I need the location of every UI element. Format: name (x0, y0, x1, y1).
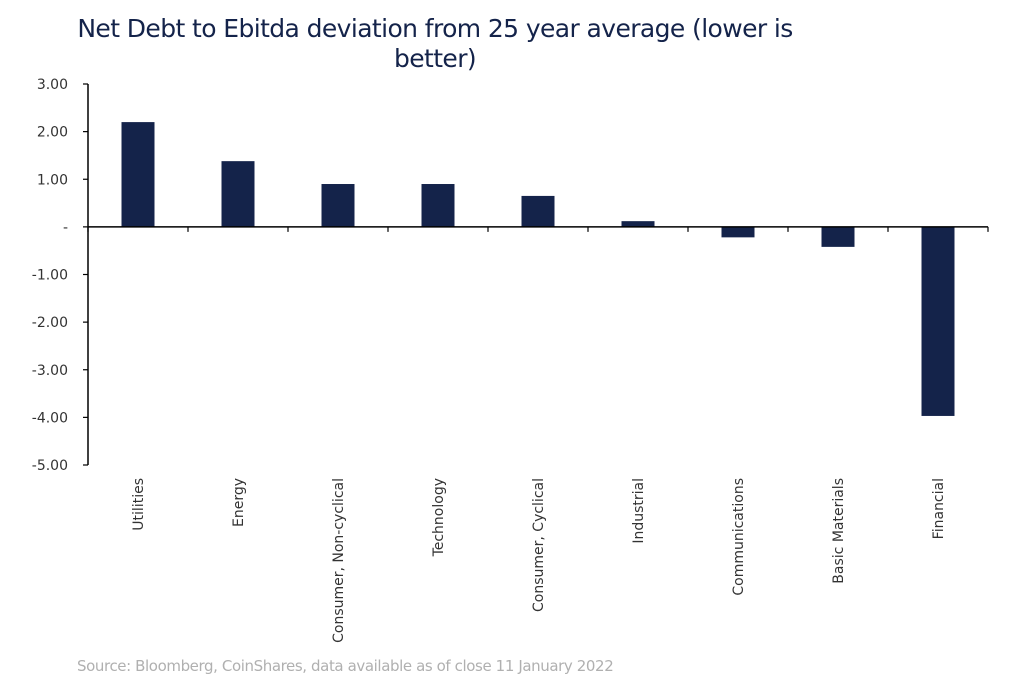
bars (121, 122, 955, 416)
bar (121, 122, 155, 227)
x-tick-label: Energy (231, 478, 247, 527)
y-tick-label: - (63, 220, 68, 236)
y-tick-label: 1.00 (37, 172, 68, 188)
bar (621, 221, 655, 227)
chart-title: Net Debt to Ebitda deviation from 25 yea… (77, 14, 793, 73)
bar (721, 226, 755, 238)
bar (821, 226, 855, 247)
bar (221, 161, 255, 227)
y-tick-label: -3.00 (32, 363, 68, 379)
bar (521, 195, 555, 227)
x-axis (87, 226, 989, 232)
source-note: Source: Bloomberg, CoinShares, data avai… (77, 657, 614, 675)
category-labels: Utilities Energy Consumer, Non-cyclical Tec… (131, 478, 947, 643)
x-tick-label: Financial (931, 478, 947, 539)
x-tick-label: Utilities (131, 478, 147, 531)
bar (321, 184, 355, 227)
bar (421, 184, 455, 227)
y-tick-label: -4.00 (32, 410, 68, 426)
x-tick-label: Technology (431, 478, 447, 557)
y-tick-label: 3.00 (37, 77, 68, 93)
y-tick-label: 2.00 (37, 125, 68, 141)
x-tick-label: Industrial (631, 478, 647, 544)
x-tick-label: Communications (731, 478, 747, 596)
x-tick-label: Consumer, Cyclical (531, 478, 547, 612)
x-tick-label: Basic Materials (831, 478, 847, 584)
y-tick-label: -5.00 (32, 458, 68, 474)
bar (921, 226, 955, 416)
y-tick-label: -2.00 (32, 315, 68, 331)
y-axis: 3.00 2.00 1.00 - -1.00 -2.00 -3.00 -4.00 -5.00 (32, 77, 89, 474)
y-tick-label: -1.00 (32, 268, 68, 284)
x-tick-label: Consumer, Non-cyclical (331, 478, 347, 643)
